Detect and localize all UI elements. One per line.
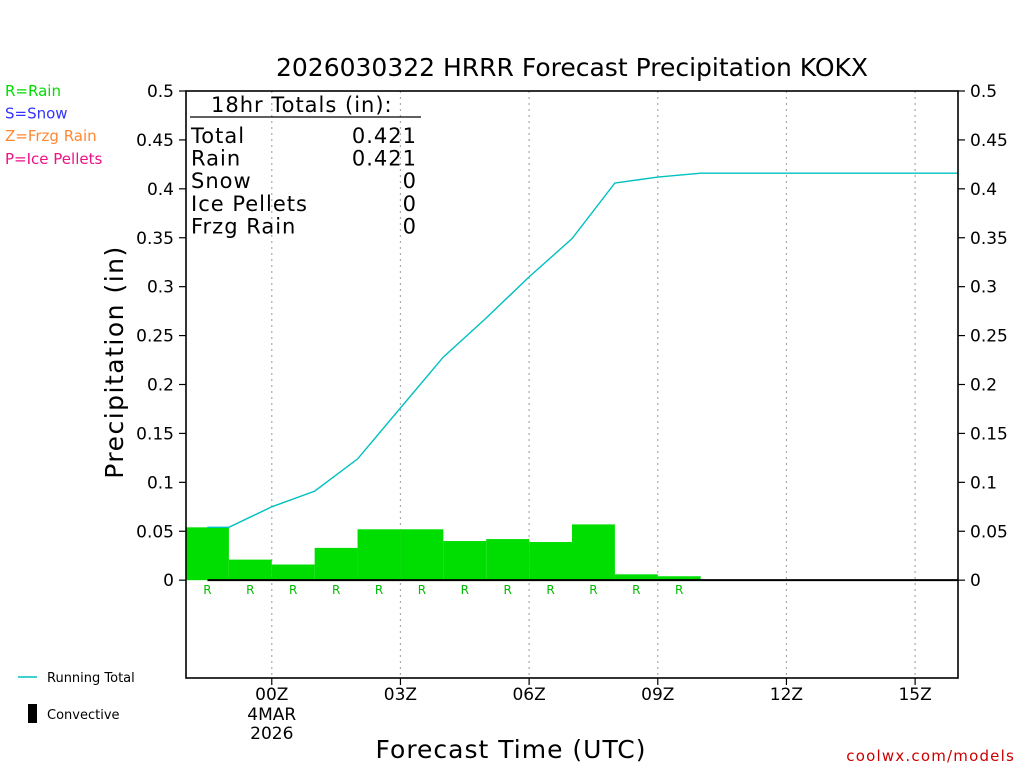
y-tick-label-left: 0.05	[136, 522, 174, 542]
totals-row-label: Total	[190, 124, 245, 148]
totals-box: 18hr Totals (in): Total 0.421 Rain 0.421 Sno…	[190, 93, 421, 238]
y-tick-label-left: 0.45	[136, 131, 174, 151]
y-tick-label-right: 0.35	[970, 229, 1008, 249]
totals-row-label: Frzg Rain	[191, 214, 296, 238]
x-tick-year: 2026	[250, 724, 293, 744]
precip-bar	[486, 539, 530, 581]
x-tick-label: 09Z	[641, 685, 674, 705]
precip-bar	[271, 564, 315, 581]
y-tick-label-right: 0.45	[970, 131, 1008, 151]
precip-bar	[572, 524, 615, 581]
precip-type-label: R	[461, 583, 469, 597]
bar-series	[186, 524, 958, 582]
precip-bar	[614, 574, 658, 581]
x-tick-label: 06Z	[512, 685, 545, 705]
y-tick-label-right: 0.1	[970, 473, 997, 493]
y-tick-label-left: 0.15	[136, 424, 174, 444]
precip-type-label: R	[289, 583, 297, 597]
y-tick-label-left: 0.2	[147, 376, 174, 396]
series-legend: Running Total Convective	[18, 671, 135, 723]
y-tick-label-right: 0.4	[970, 180, 997, 200]
precip-bar	[443, 541, 487, 581]
totals-heading: 18hr Totals (in):	[211, 93, 393, 117]
precip-bar	[186, 527, 229, 581]
totals-row-value: 0	[403, 169, 417, 193]
precip-type-label: R	[675, 583, 683, 597]
totals-row-value: 0	[403, 214, 417, 238]
y-tick-label-right: 0.15	[970, 424, 1008, 444]
precip-type-label: R	[546, 583, 554, 597]
legend-running-total: Running Total	[47, 671, 135, 686]
totals-row-value: 0.421	[352, 147, 417, 171]
totals-row-label: Rain	[191, 147, 241, 171]
precip-type-label: R	[375, 583, 383, 597]
precip-bar	[357, 529, 401, 581]
totals-row-label: Snow	[191, 169, 252, 193]
x-tick-label: 03Z	[384, 685, 417, 705]
y-tick-label-right: 0.2	[970, 376, 997, 396]
y-axis-left: 0 0.05 0.1 0.15 0.2 0.25 0.3 0.35 0.4 0.45 0.5	[136, 82, 186, 591]
y-tick-label-left: 0.5	[147, 82, 174, 102]
precip-type-label: R	[503, 583, 511, 597]
precip-type-label: R	[203, 583, 211, 597]
totals-row-label: Ice Pellets	[191, 192, 308, 216]
type-legend-entry: P=Ice Pellets	[5, 150, 102, 168]
precip-type-label: R	[246, 583, 254, 597]
precip-bar	[314, 547, 358, 581]
totals-row-value: 0.421	[352, 124, 417, 148]
x-tick-label: 15Z	[898, 685, 931, 705]
x-tick-label: 00Z	[255, 685, 288, 705]
precip-bar	[228, 559, 272, 581]
type-legend-entry: S=Snow	[5, 105, 68, 123]
x-axis-title: Forecast Time (UTC)	[376, 735, 647, 764]
precip-type-label: R	[418, 583, 426, 597]
legend-convective: Convective	[47, 708, 120, 723]
running-total-series	[207, 172, 958, 528]
precip-bar	[529, 542, 572, 581]
type-legend-entry: R=Rain	[5, 82, 61, 100]
y-axis-right: 0 0.05 0.1 0.15 0.2 0.25 0.3 0.35 0.4 0.45 0.5	[958, 82, 1008, 591]
chart-title: 2026030322 HRRR Forecast Precipitation K…	[276, 53, 868, 82]
y-tick-label-right: 0.3	[970, 278, 997, 298]
y-tick-label-left: 0.3	[147, 278, 174, 298]
y-tick-label-left: 0.35	[136, 229, 174, 249]
credit-text[interactable]: coolwx.com/models	[846, 747, 1015, 765]
y-tick-label-right: 0.25	[970, 327, 1008, 347]
totals-row-value: 0	[403, 192, 417, 216]
precip-bar	[400, 529, 444, 581]
y-tick-label-left: 0	[163, 571, 174, 591]
x-tick-date: 4MAR	[247, 705, 296, 725]
y-axis-title: Precipitation (in)	[100, 245, 129, 479]
running-total-line	[207, 172, 958, 528]
y-tick-label-right: 0.5	[970, 82, 997, 102]
y-tick-label-right: 0	[970, 571, 981, 591]
convective-swatch	[28, 704, 37, 723]
y-tick-label-right: 0.05	[970, 522, 1008, 542]
totals-rows: Total 0.421 Rain 0.421 Snow 0 Ice Pellets 0 Frzg…	[190, 124, 417, 238]
y-tick-label-left: 0.1	[147, 473, 174, 493]
precip-type-label: R	[589, 583, 597, 597]
y-tick-label-left: 0.4	[147, 180, 174, 200]
precip-type-legend: R=Rain S=Snow Z=Frzg Rain P=Ice Pellets	[5, 82, 102, 168]
precip-type-label: R	[632, 583, 640, 597]
precip-type-label: R	[332, 583, 340, 597]
precip-bar	[657, 576, 701, 581]
gridlines	[271, 91, 916, 678]
y-tick-label-left: 0.25	[136, 327, 174, 347]
type-legend-entry: Z=Frzg Rain	[5, 127, 97, 145]
x-tick-label: 12Z	[770, 685, 803, 705]
